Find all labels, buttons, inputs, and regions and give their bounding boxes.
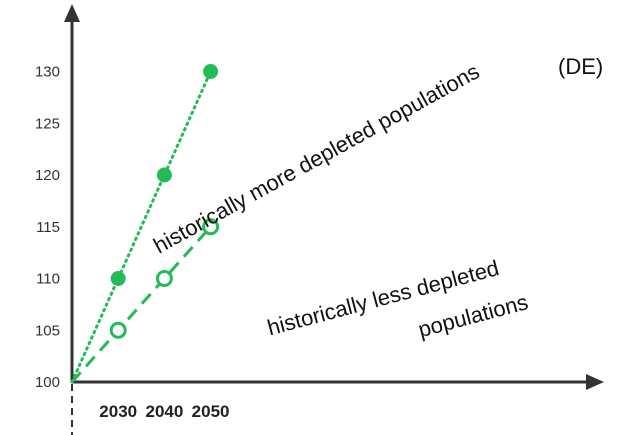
y-axis-arrow [64, 4, 80, 22]
annotations: historically more depleted populations h… [149, 54, 603, 342]
y-tick-label: 130 [35, 64, 60, 81]
y-tick-label: 125 [35, 115, 60, 132]
y-tick-label: 100 [35, 374, 60, 391]
axes [64, 4, 604, 435]
data-point-less [202, 218, 220, 236]
x-tick-labels: 2030 2040 2050 [99, 402, 229, 421]
annotation-endpoint-de: (DE) [558, 54, 603, 79]
x-tick-label: 2040 [145, 402, 183, 421]
series-line-more [70, 70, 213, 384]
x-axis-arrow [586, 374, 604, 390]
data-point-less [109, 321, 127, 339]
annotation-more-depleted: historically more depleted populations [149, 59, 483, 259]
y-tick-label: 110 [36, 271, 60, 288]
series-lines [70, 70, 213, 384]
series-points [109, 64, 220, 339]
y-tick-labels: 100 105 110 115 120 125 130 [35, 64, 60, 392]
x-tick-label: 2030 [99, 402, 137, 421]
y-tick-label: 120 [35, 167, 60, 184]
data-point-more [156, 167, 172, 183]
x-tick-label: 2050 [192, 402, 230, 421]
y-tick-label: 105 [35, 322, 60, 339]
data-point-more [110, 271, 126, 286]
data-point-less [155, 270, 173, 287]
series-line-less [70, 225, 212, 383]
data-point-more [203, 64, 219, 79]
y-tick-label: 115 [36, 219, 60, 236]
